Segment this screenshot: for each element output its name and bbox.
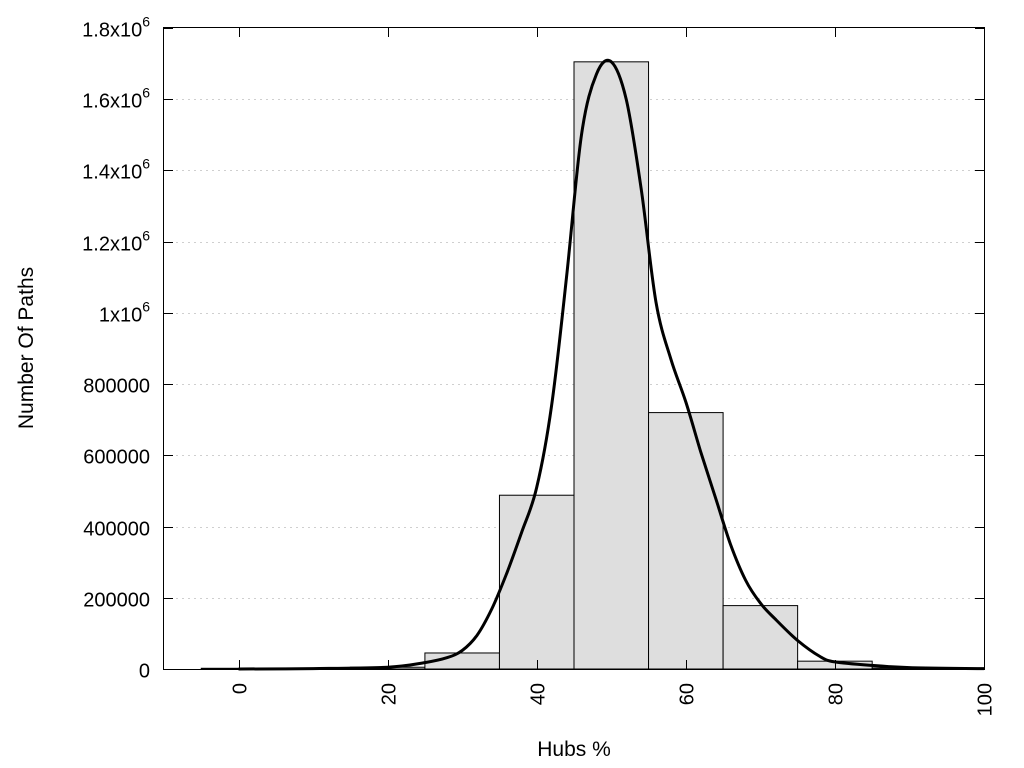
x-axis-label: Hubs % <box>537 738 611 761</box>
y-tick-label-exponent: 6 <box>142 228 150 244</box>
x-tick-label: 60 <box>677 683 699 705</box>
y-tick-label: 1.4x106 <box>82 156 150 184</box>
y-tick-label: 600000 <box>83 447 150 469</box>
density-curve-layer <box>238 58 985 671</box>
y-tick-label: 1.6x106 <box>82 85 150 113</box>
x-tick-labels: 0 20 40 60 80 100 <box>230 683 997 716</box>
histogram-bars <box>200 61 948 670</box>
x-tick-label: 0 <box>230 683 252 694</box>
x-tick-label: 40 <box>528 683 550 705</box>
histogram-bar <box>648 412 724 670</box>
y-tick-label-exponent: 6 <box>142 156 150 172</box>
y-tick-label: 1.2x106 <box>82 228 150 256</box>
y-tick-label: 800000 <box>83 376 150 398</box>
y-tick-label-exponent: 6 <box>142 299 150 315</box>
y-axis-label: Number Of Paths <box>15 267 38 429</box>
y-tick-label-exponent: 6 <box>142 85 150 101</box>
y-tick-label-exponent: 6 <box>142 14 150 30</box>
histogram-bar <box>573 61 650 670</box>
histogram-bar <box>498 494 575 670</box>
x-tick-label: 100 <box>975 683 997 716</box>
y-tick-label: 1.8x106 <box>82 14 150 42</box>
y-tick-label: 0 <box>139 661 150 683</box>
plot-frame <box>163 27 985 670</box>
y-tick-label: 1x106 <box>99 299 150 327</box>
axis-ticks <box>164 28 985 670</box>
y-tick-label: 200000 <box>83 590 150 612</box>
x-tick-label: 20 <box>379 683 401 705</box>
x-tick-label: 80 <box>826 683 848 705</box>
y-tick-label: 400000 <box>83 519 150 541</box>
density-curve <box>238 58 985 671</box>
y-tick-labels: 0 200000 400000 600000 800000 1x106 1.2x106 1.4… <box>82 14 150 683</box>
histogram-bar <box>722 605 799 670</box>
